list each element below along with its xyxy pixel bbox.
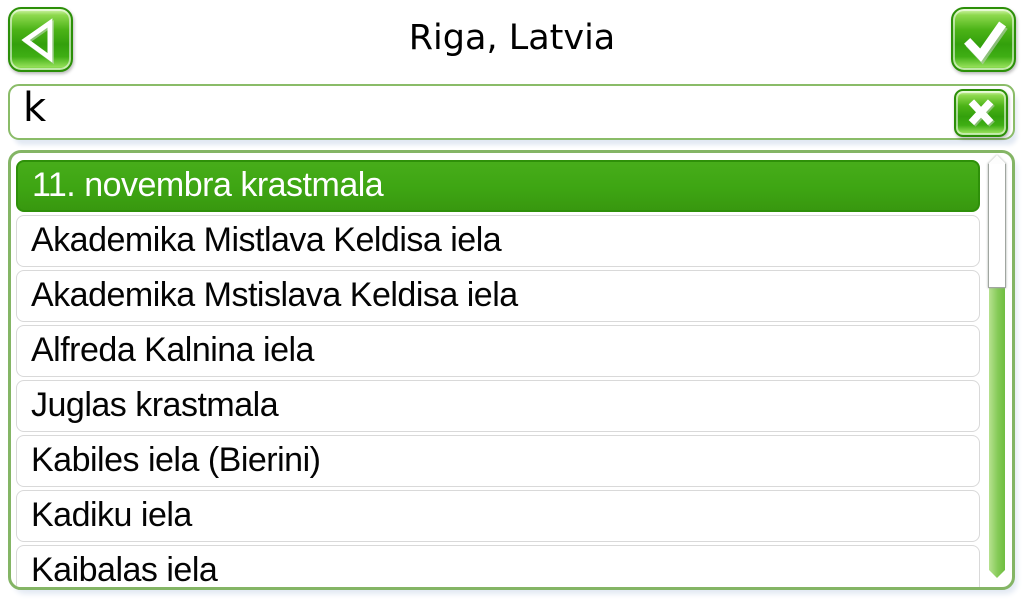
list-item-label: Akademika Mistlava Keldisa iela — [31, 221, 502, 259]
search-input[interactable] — [10, 86, 1013, 138]
list-item-label: Juglas krastmala — [31, 386, 279, 424]
confirm-button[interactable] — [951, 7, 1016, 72]
list-item-label: Akademika Mstislava Keldisa iela — [31, 276, 518, 314]
page-title: Riga, Latvia — [408, 18, 616, 58]
list-item-label: Kaibalas iela — [31, 551, 218, 589]
list-item[interactable]: 11. novembra krastmala — [16, 160, 980, 212]
list-item[interactable]: Kaibalas iela — [16, 545, 980, 589]
checkmark-icon — [957, 13, 1011, 67]
list-item[interactable]: Juglas krastmala — [16, 380, 980, 432]
street-list: 11. novembra krastmala Akademika Mistlav… — [16, 160, 980, 589]
back-triangle-icon — [15, 14, 67, 66]
search-field — [8, 84, 1015, 140]
back-button[interactable] — [8, 7, 73, 72]
list-item[interactable]: Akademika Mistlava Keldisa iela — [16, 215, 980, 267]
clear-search-button[interactable] — [954, 89, 1008, 137]
scrollbar[interactable] — [988, 161, 1006, 578]
list-item[interactable]: Kadiku iela — [16, 490, 980, 542]
list-item[interactable]: Akademika Mstislava Keldisa iela — [16, 270, 980, 322]
street-list-panel: 11. novembra krastmala Akademika Mistlav… — [8, 150, 1015, 590]
list-item-label: Alfreda Kalnina iela — [31, 331, 314, 369]
list-item[interactable]: Alfreda Kalnina iela — [16, 325, 980, 377]
list-item-label: 11. novembra krastmala — [32, 166, 384, 204]
scrollbar-thumb[interactable] — [988, 162, 1006, 288]
list-item-label: Kadiku iela — [31, 496, 192, 534]
list-item[interactable]: Kabiles iela (Bierini) — [16, 435, 980, 487]
x-mark-icon — [961, 93, 1001, 133]
list-item-label: Kabiles iela (Bierini) — [31, 441, 321, 479]
